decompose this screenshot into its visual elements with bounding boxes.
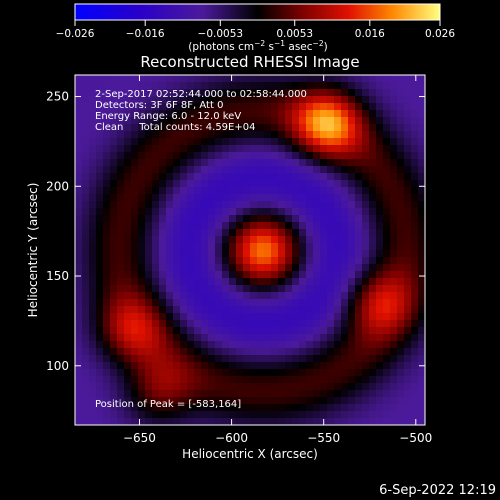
colorbar-tick-label: 0.026 — [425, 28, 455, 40]
colorbar-tick-label: −0.016 — [126, 28, 165, 40]
y-tick-label: 200 — [46, 179, 69, 193]
colorbar-tick-label: 0.0053 — [276, 28, 313, 40]
colorbar-tick-label: −0.026 — [56, 28, 95, 40]
y-axis: 100 150 200 250 — [46, 90, 425, 373]
colorbar-units: (photons cm−2 s−1 asec−2) — [188, 39, 327, 53]
colorbar-ticks: −0.026 −0.016 −0.0053 0.0053 0.016 0.026 — [56, 20, 455, 40]
x-axis-label: Heliocentric X (arcsec) — [182, 447, 318, 461]
annotation-time-range: 2-Sep-2017 02:52:44.000 to 02:58:44.000 — [95, 89, 307, 100]
footer-date: 6-Sep-2022 12:19 — [379, 483, 496, 498]
x-tick-label: −550 — [307, 431, 340, 445]
x-tick-label: −650 — [123, 431, 156, 445]
annotation-detectors: Detectors: 3F 6F 8F, Att 0 — [95, 100, 223, 111]
y-tick-label: 100 — [46, 359, 69, 373]
chart-title: Reconstructed RHESSI Image — [140, 53, 359, 71]
colorbar — [74, 3, 441, 21]
annotation-counts: Clean Total counts: 4.59E+04 — [95, 122, 255, 133]
x-axis: −650 −600 −550 −500 — [123, 75, 432, 445]
annotation-energy-range: Energy Range: 6.0 - 12.0 keV — [95, 111, 241, 122]
plot-frame — [74, 74, 426, 426]
colorbar-tick-label: 0.016 — [355, 28, 385, 40]
y-tick-label: 250 — [46, 90, 69, 104]
x-tick-label: −600 — [215, 431, 248, 445]
heatmap-image — [75, 75, 425, 425]
colorbar-tick-label: −0.0053 — [198, 28, 244, 40]
y-axis-label: Heliocentric Y (arcsec) — [26, 183, 40, 318]
annotation-peak-position: Position of Peak = [-583,164] — [95, 399, 241, 410]
x-tick-label: −500 — [399, 431, 432, 445]
y-tick-label: 150 — [46, 269, 69, 283]
